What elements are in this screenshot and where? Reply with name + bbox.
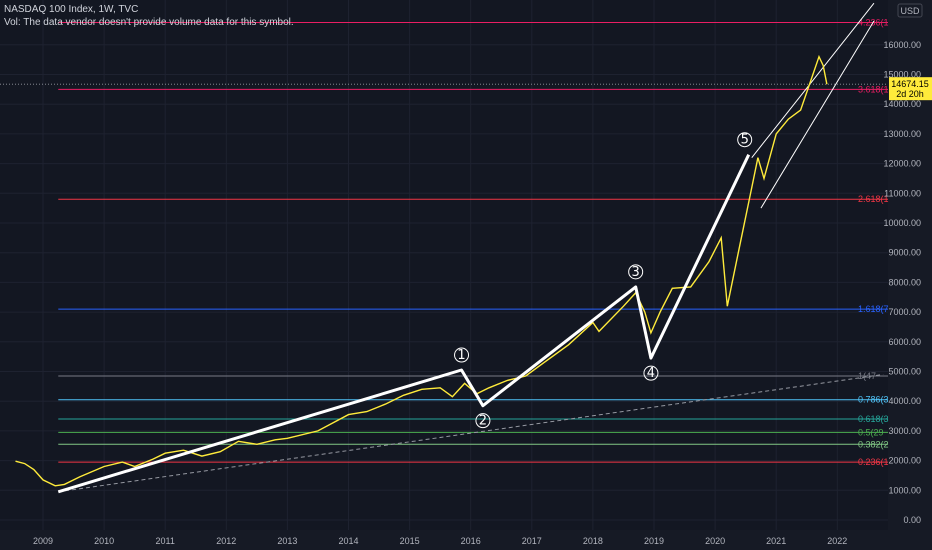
y-tick-label: 6000.00 [888, 337, 921, 347]
fib-level-label: 0.236(1 [858, 457, 889, 467]
wave-label: 3 [632, 265, 640, 280]
channel-line [760, 20, 875, 209]
x-tick-label: 2017 [522, 536, 542, 546]
y-tick-label: 13000.00 [883, 129, 921, 139]
currency-box [897, 3, 923, 18]
y-tick-label: 1000.00 [888, 485, 921, 495]
wave-label-circle [737, 132, 753, 148]
fib-level-label: 0.382(2 [858, 439, 889, 449]
wave-label-circle [454, 347, 470, 363]
fibonacci-levels[interactable]: 4.236(13.618(12.618(11.618(71(470.786(30… [58, 18, 889, 468]
channel-line [751, 2, 875, 158]
y-tick-label: 11000.00 [884, 188, 921, 198]
x-tick-label: 2010 [94, 536, 114, 546]
volume-note: Vol: The data vendor doesn't provide vol… [4, 17, 294, 28]
x-tick-label: 2013 [277, 536, 297, 546]
elliott-wave[interactable]: 1 2 3 4 5 [57, 132, 753, 494]
axes: 0.00 1000.00 2000.00 3000.00 4000.00 5000.00 6… [33, 3, 923, 546]
chart-grid [0, 0, 888, 530]
wave-label: 4 [647, 366, 655, 381]
currency-label: USD [900, 6, 920, 16]
y-tick-label: 4000.00 [888, 396, 921, 406]
wave-label-circle [643, 365, 659, 381]
x-tick-label: 2012 [216, 536, 236, 546]
wave-label-circle [628, 264, 644, 280]
y-tick-label: 0.00 [903, 515, 921, 525]
fib-level-label: 2.618(1 [858, 194, 889, 204]
x-tick-label: 2022 [827, 536, 847, 546]
price-tag-countdown: 2d 20h [896, 89, 924, 99]
trendline-dashed [58, 373, 884, 493]
x-tick-label: 2016 [461, 536, 481, 546]
x-tick-label: 2021 [766, 536, 786, 546]
wave-label-circle [475, 413, 491, 429]
x-tick-label: 2018 [583, 536, 603, 546]
y-tick-label: 2000.00 [888, 456, 921, 466]
wave-label: 5 [741, 133, 749, 148]
x-tick-label: 2011 [156, 536, 175, 546]
price-tag-value: 14674.15 [891, 79, 929, 89]
fib-level-label: 1.618(7 [858, 304, 889, 314]
wave-label: 1 [457, 348, 465, 363]
fib-level-label: 1(47 [858, 371, 876, 381]
price-tag-box [889, 77, 932, 101]
y-tick-label: 10000.00 [883, 218, 921, 228]
y-tick-label: 15000.00 [883, 70, 921, 80]
x-tick-label: 2020 [705, 536, 725, 546]
y-tick-label: 5000.00 [888, 367, 921, 377]
y-tick-label: 3000.00 [888, 426, 921, 436]
fib-level-label: 3.618(1 [858, 84, 889, 94]
y-tick-label: 16000.00 [883, 40, 921, 50]
x-tick-label: 2019 [644, 536, 664, 546]
wave-label: 2 [479, 414, 487, 429]
y-tick-label: 7000.00 [888, 307, 921, 317]
fib-level-label: 0.786(3 [858, 395, 889, 405]
fib-level-label: 0.5(29 [858, 427, 884, 437]
x-tick-label: 2015 [400, 536, 420, 546]
fib-level-label: 0.618(3 [858, 414, 889, 424]
y-tick-label: 9000.00 [888, 248, 921, 258]
y-tick-label: 14000.00 [883, 99, 921, 109]
elliott-wave-path [57, 154, 751, 494]
y-tick-label: 8000.00 [888, 277, 921, 287]
x-tick-label: 2014 [338, 536, 358, 546]
chart-title: NASDAQ 100 Index, 1W, TVC [4, 4, 139, 15]
y-tick-label: 12000.00 [883, 159, 921, 169]
trend-lines[interactable] [58, 2, 884, 493]
plot-area [0, 0, 888, 530]
x-tick-label: 2009 [33, 536, 53, 546]
